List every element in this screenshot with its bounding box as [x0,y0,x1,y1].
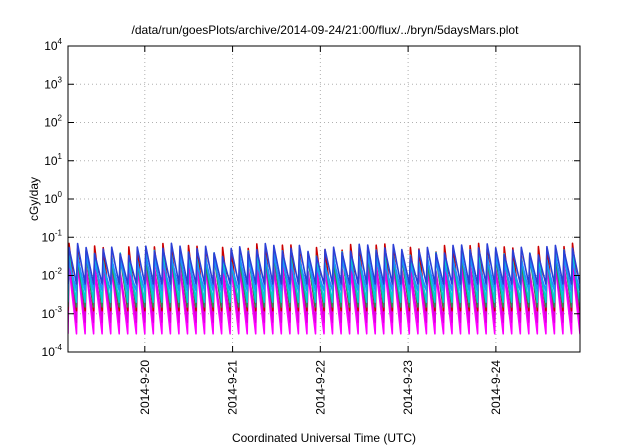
y-tick-label: 103 [44,75,62,91]
y-tick-label: 10-4 [42,343,63,359]
x-tick-label: 2014-9-23 [401,360,415,415]
y-tick-base: 10 [44,154,58,168]
x-tick-label: 2014-9-24 [489,360,503,415]
y-tick-label: 101 [44,152,62,168]
y-tick-base: 10 [42,345,56,359]
y-tick-exponent: 0 [58,190,63,199]
y-tick-base: 10 [42,230,56,244]
series-group [68,242,580,335]
x-tick-label: 2014-9-21 [226,360,240,415]
y-tick-exponent: 1 [58,152,63,161]
y-tick-exponent: -1 [55,228,63,237]
y-tick-base: 10 [44,77,58,91]
y-tick-label: 104 [44,37,62,53]
y-axis-label: cGy/day [27,177,41,221]
x-tick-label: 2014-9-20 [138,360,152,415]
y-tick-label: 10-3 [42,305,63,321]
y-tick-label: 10-2 [42,267,63,283]
y-tick-label: 100 [44,190,62,206]
y-tick-label: 102 [44,114,62,130]
y-tick-exponent: -3 [55,305,63,314]
x-tick-label: 2014-9-22 [313,360,327,415]
y-tick-exponent: -4 [55,343,63,352]
x-axis-label: Coordinated Universal Time (UTC) [232,431,416,445]
y-tick-exponent: 4 [58,37,63,46]
y-tick-base: 10 [42,307,56,321]
y-tick-exponent: 3 [58,75,63,84]
y-tick-base: 10 [42,269,56,283]
y-tick-base: 10 [44,39,58,53]
y-tick-base: 10 [44,116,58,130]
y-tick-base: 10 [44,192,58,206]
x-ticks: 2014-9-20 2014-9-21 2014-9-22 2014-9-23 2014… [138,46,503,415]
y-tick-exponent: -2 [55,267,63,276]
y-tick-label: 10-1 [42,228,63,244]
chart-title: /data/run/goesPlots/archive/2014-09-24/2… [132,23,520,37]
series-line [68,242,580,285]
y-tick-exponent: 2 [58,114,63,123]
